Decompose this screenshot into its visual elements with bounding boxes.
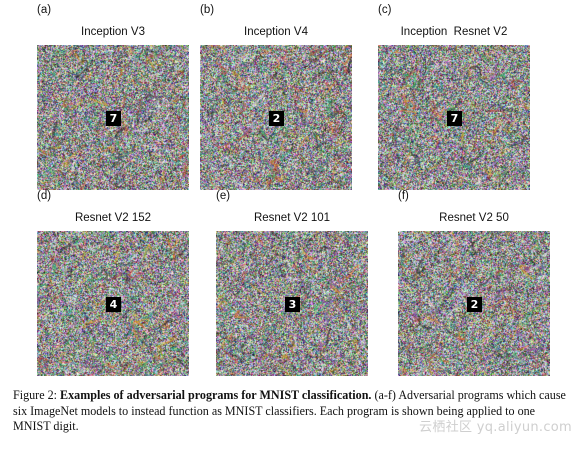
mnist-digit: 2 [467,297,482,312]
panel-label: (a) [37,4,52,16]
panel-title: Resnet V2 101 [253,212,331,224]
mnist-digit: 7 [106,111,121,126]
panel-label: (c) [378,4,392,16]
panel-label: (e) [216,190,231,202]
panel-f: (f) Resnet V2 50 2 [398,190,550,376]
panel-label: (b) [200,4,215,16]
panel-e: (e) Resnet V2 101 3 [216,190,368,376]
panel-title: Resnet V2 152 [74,212,152,224]
panel-title: Resnet V2 50 [439,212,509,224]
mnist-digit: 7 [447,111,462,126]
caption-bold-title: Examples of adversarial programs for MNI… [60,388,372,402]
panel-title: Inception V4 [244,26,308,38]
panel-label: (f) [398,190,409,202]
panel-b: (b) Inception V4 2 [200,4,352,190]
mnist-digit: 4 [106,297,121,312]
panel-title: Inception Resnet V2 [400,26,508,38]
figure-caption: Figure 2: Examples of adversarial progra… [13,388,568,435]
mnist-digit: 3 [285,297,300,312]
figure-label: Figure 2: [13,388,58,402]
panel-label: (d) [37,190,52,202]
watermark-text: 云栖社区 yq.aliyun.com [419,420,572,435]
panel-d: (d) Resnet V2 152 4 [37,190,189,376]
panel-a: (a) Inception V3 7 [37,4,189,190]
mnist-digit: 2 [269,111,284,126]
caption-body: (a-f) Adversarial programs which cause s… [13,388,566,433]
panel-c: (c) Inception Resnet V2 7 [378,4,530,190]
panel-title: Inception V3 [81,26,145,38]
